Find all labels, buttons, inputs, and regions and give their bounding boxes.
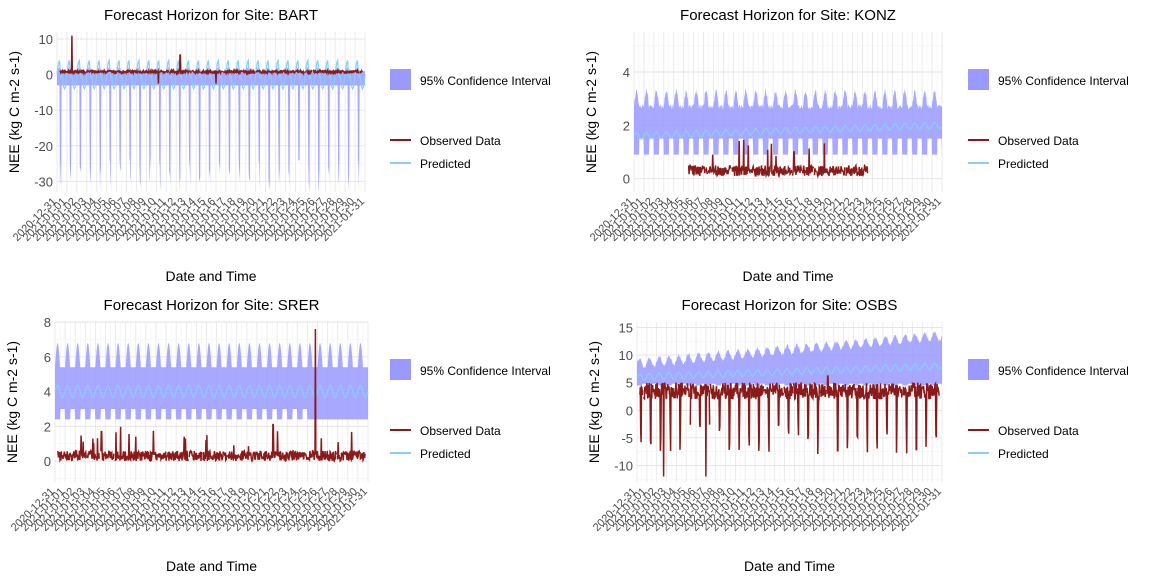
legend-ci-label: 95% Confidence Interval [420, 74, 551, 88]
y-tick-label: 10 [619, 348, 633, 363]
legend-ci-label: 95% Confidence Interval [998, 364, 1129, 378]
observed-line [784, 383, 793, 434]
y-tick-label: 6 [44, 350, 51, 365]
legend-ci-swatch [968, 69, 989, 90]
y-axis-label: NEE (kg C m-2 s-1) [6, 51, 22, 173]
observed-line [690, 383, 709, 476]
observed-line [708, 155, 730, 176]
chart-title: Forecast Horizon for Site: BART [104, 7, 318, 24]
observed-line [773, 383, 784, 426]
observed-line [901, 389, 902, 397]
observed-line [337, 432, 365, 461]
y-tick-label: 10 [39, 32, 53, 47]
observed-line [128, 431, 189, 461]
y-tick-label: 5 [626, 376, 633, 391]
observed-line [228, 445, 250, 461]
legend-predicted-label: Predicted [420, 447, 471, 461]
observed-line [903, 383, 939, 454]
y-tick-label: -30 [34, 174, 53, 189]
observed-line [305, 72, 306, 73]
legend-observed-label: Observed Data [998, 134, 1079, 148]
legend-observed-label: Observed Data [420, 424, 501, 438]
x-axis-label: Date and Time [742, 268, 833, 284]
legend-predicted-label: Predicted [998, 157, 1049, 171]
observed-line [815, 168, 817, 175]
y-axis-label: NEE (kg C m-2 s-1) [4, 341, 20, 463]
observed-line [689, 165, 706, 176]
observed-line [115, 432, 119, 460]
chart-panel-1: 0242020-12-312021-01-012021-01-022021-01… [583, 7, 1129, 284]
y-tick-label: 15 [619, 321, 633, 336]
observed-line [846, 165, 868, 176]
legend-predicted-label: Predicted [998, 447, 1049, 461]
legend-ci-swatch [968, 359, 989, 380]
y-tick-label: 0 [46, 68, 53, 83]
y-tick-label: 0 [626, 403, 633, 418]
observed-line [225, 71, 256, 74]
legend-observed-label: Observed Data [998, 424, 1079, 438]
legend-predicted-label: Predicted [420, 157, 471, 171]
y-tick-label: -5 [621, 431, 633, 446]
legend: 95% Confidence Interval Observed Data Pred… [390, 359, 551, 461]
legend: 95% Confidence Interval Observed Data Pred… [968, 69, 1129, 171]
x-axis-label: Date and Time [744, 558, 835, 574]
y-tick-label: -20 [34, 139, 53, 154]
y-tick-label: -10 [34, 103, 53, 118]
chart-title: Forecast Horizon for Site: OSBS [682, 297, 898, 314]
chart-panel-2: 024682020-12-312021-01-012021-01-022021-… [4, 297, 551, 574]
chart-panel-3: -10-50510152020-12-312021-01-012021-01-0… [586, 297, 1129, 574]
chart-panel-0: -30-20-100102020-12-312021-01-012021-01-… [6, 7, 551, 284]
legend-ci-swatch [390, 69, 411, 90]
observed-line [166, 70, 169, 72]
y-tick-label: 2 [623, 118, 630, 133]
observed-line [203, 435, 212, 461]
legend-ci-label: 95% Confidence Interval [998, 74, 1129, 88]
observed-line [640, 387, 643, 442]
observed-line [793, 152, 802, 176]
y-tick-label: -10 [614, 458, 633, 473]
observed-line [644, 383, 687, 477]
observed-line [101, 432, 114, 461]
y-tick-label: 0 [44, 454, 51, 469]
y-axis-label: NEE (kg C m-2 s-1) [586, 341, 602, 463]
legend: 95% Confidence Interval Observed Data Pred… [390, 69, 551, 171]
y-tick-label: 8 [44, 315, 51, 330]
legend-ci-swatch [390, 359, 411, 380]
observed-line [360, 71, 363, 73]
observed-line [794, 383, 826, 454]
y-tick-label: 4 [623, 65, 630, 80]
legend-ci-label: 95% Confidence Interval [420, 364, 551, 378]
observed-line [87, 438, 99, 460]
observed-line [879, 383, 900, 452]
y-tick-label: 0 [623, 172, 630, 187]
observed-line [706, 169, 707, 174]
y-tick-label: 4 [44, 385, 51, 400]
observed-line [58, 436, 87, 462]
x-axis-label: Date and Time [165, 268, 256, 284]
observed-line [190, 71, 191, 74]
x-axis-label: Date and Time [166, 558, 257, 574]
legend-observed-label: Observed Data [420, 134, 501, 148]
y-axis-label: NEE (kg C m-2 s-1) [583, 51, 599, 173]
legend: 95% Confidence Interval Observed Data Pred… [968, 359, 1129, 461]
observed-line [835, 166, 845, 175]
chart-title: Forecast Horizon for Site: SRER [104, 297, 320, 314]
y-tick-label: 2 [44, 419, 51, 434]
chart-title: Forecast Horizon for Site: KONZ [680, 7, 896, 24]
observed-line [827, 376, 879, 452]
